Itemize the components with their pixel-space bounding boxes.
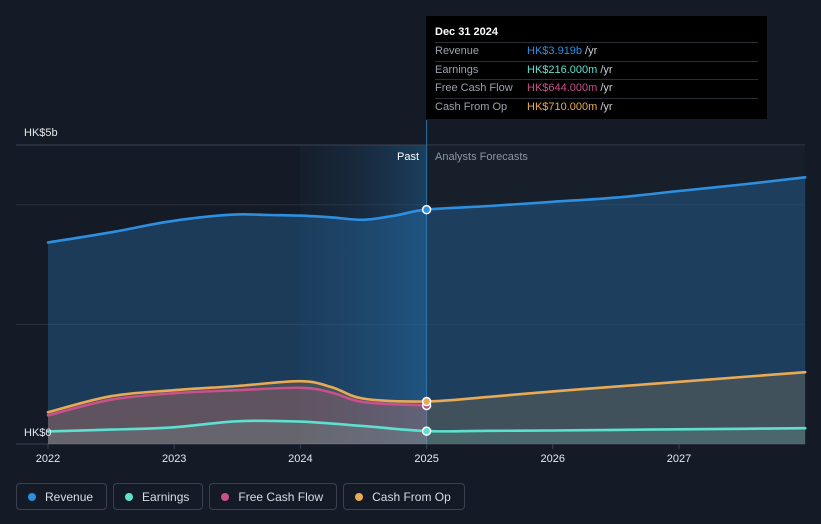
tooltip-unit: /yr [600,82,613,94]
free-cash-flow-line [46,386,428,417]
y-axis-label-zero: HK$0 [24,427,52,439]
legend-label: Free Cash Flow [238,489,324,504]
x-tick-label: 2025 [414,453,438,465]
legend-dot-icon [355,492,364,501]
x-tick-label: 2022 [36,453,60,465]
tooltip-label: Revenue [435,45,480,57]
forecast-region [426,145,805,444]
revenue-line [46,176,807,244]
x-tick-label: 2026 [541,453,565,465]
y-axis-label-top: HK$5b [24,127,58,139]
x-tick-label: 2024 [288,453,312,465]
tooltip-row-revenue: Revenue HK$3.919b /yr [435,42,758,61]
earnings-marker [421,426,432,436]
revenue-area [48,177,806,445]
tooltip-row-cash-from-op: Cash From Op HK$710.000m /yr [435,97,758,117]
legend-item-free-cash-flow[interactable]: Free Cash Flow [209,483,338,510]
legend-dot-icon [125,492,134,501]
legend-dot-icon [28,492,36,501]
x-tick-label: 2027 [667,453,691,465]
tooltip-label: Cash From Op [435,100,508,113]
tooltip-label: Free Cash Flow [435,82,513,94]
legend-label: Earnings [142,489,190,504]
legend: Revenue Earnings Free Cash Flow Cash Fro… [16,483,465,510]
tooltip: Dec 31 2024 Revenue HK$3.919b /yr Earnin… [426,16,767,119]
tooltip-row-free-cash-flow: Free Cash Flow HK$644.000m /yr [435,79,758,98]
tooltip-unit: /yr [600,63,613,76]
legend-label: Cash From Op [372,489,451,504]
tooltip-label: Earnings [435,63,479,76]
past-highlight-region [300,145,427,444]
past-label: Past [397,151,419,163]
legend-item-revenue[interactable]: Revenue [16,483,108,510]
tooltip-row-earnings: Earnings HK$216.000m /yr [435,60,758,80]
tooltip-value: HK$216.000m [527,63,598,76]
tooltip-unit: /yr [600,100,613,113]
legend-dot-icon [221,492,230,501]
tooltip-value: HK$644.000m [527,82,598,94]
tooltip-value: HK$3.919b [527,45,583,57]
tooltip-value: HK$710.000m [527,100,598,113]
forecast-label: Analysts Forecasts [435,151,528,163]
x-tick-label: 2023 [162,453,186,465]
legend-label: Revenue [45,489,94,504]
cash-from-op-line [46,370,807,414]
tooltip-unit: /yr [585,45,598,57]
tooltip-date: Dec 31 2024 [435,26,498,38]
legend-item-cash-from-op[interactable]: Cash From Op [343,483,465,510]
cash-from-op-marker [421,396,432,407]
legend-item-earnings[interactable]: Earnings [113,483,204,510]
revenue-marker [421,204,432,215]
